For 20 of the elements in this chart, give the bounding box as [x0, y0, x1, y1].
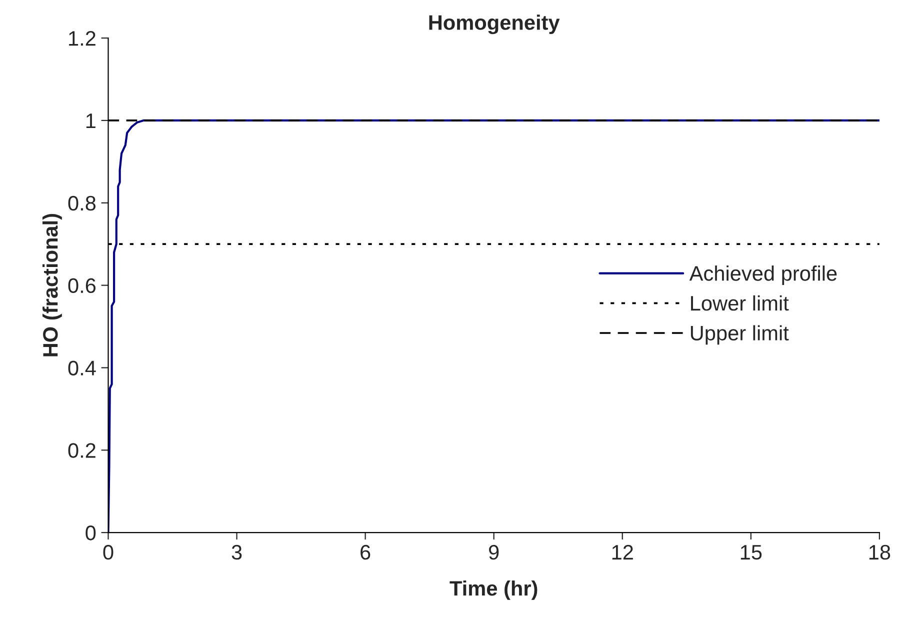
- y-tick-label: 1: [86, 114, 96, 128]
- legend-label: Achieved profile: [689, 266, 837, 285]
- y-tick-label: 1.2: [69, 31, 96, 46]
- y-tick-label: 0.6: [68, 278, 96, 294]
- x-tick-label: 18: [869, 544, 890, 560]
- x-axis-title: Time (hr): [450, 580, 538, 600]
- x-tick-label: 12: [612, 544, 633, 560]
- y-tick-label: 0.4: [68, 360, 96, 376]
- x-tick-label: 3: [232, 544, 242, 560]
- x-tick-label: 0: [103, 544, 114, 560]
- y-tick-label: 0: [86, 526, 96, 540]
- y-tick-label: 0.8: [68, 196, 96, 211]
- y-tick-label: 0.2: [68, 443, 96, 458]
- chart-title: Homogeneity: [429, 14, 560, 34]
- y-axis-title: HO (fractional): [42, 214, 62, 356]
- x-tick-label: 9: [489, 544, 499, 560]
- x-tick-label: 6: [360, 544, 370, 560]
- legend-label: Lower limit: [691, 295, 789, 311]
- x-tick-label: 15: [740, 545, 762, 560]
- legend-label: Upper limit: [690, 325, 789, 345]
